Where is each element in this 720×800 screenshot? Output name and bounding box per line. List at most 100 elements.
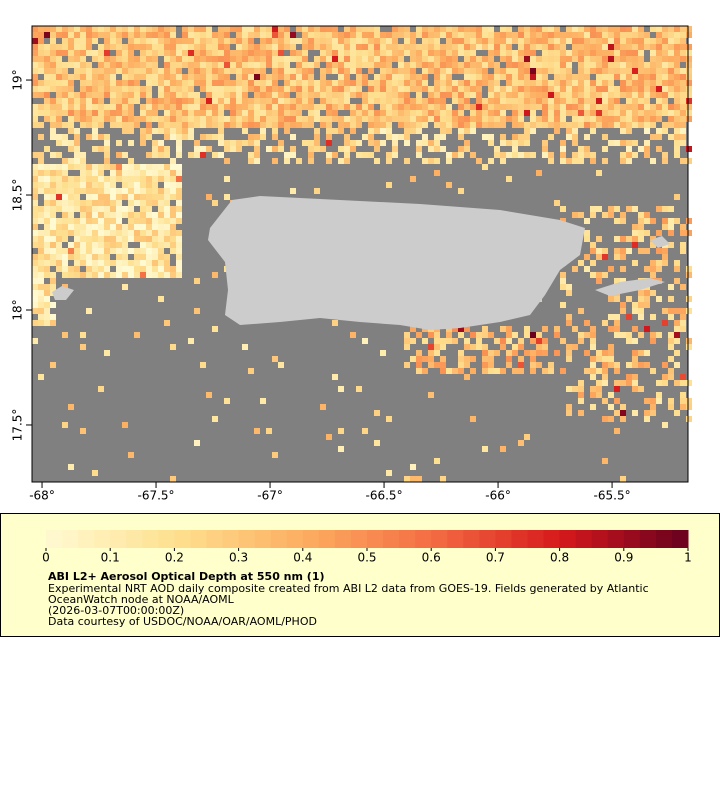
- aod-pixel: [362, 62, 368, 68]
- aod-pixel: [554, 116, 560, 122]
- aod-pixel: [224, 62, 230, 68]
- aod-pixel: [440, 362, 446, 368]
- aod-pixel: [482, 116, 488, 122]
- aod-pixel: [50, 68, 56, 74]
- aod-pixel: [98, 206, 104, 212]
- aod-pixel: [428, 68, 434, 74]
- aod-pixel: [548, 68, 554, 74]
- aod-pixel: [362, 116, 368, 122]
- aod-pixel: [218, 56, 224, 62]
- vieques: [595, 278, 665, 296]
- aod-pixel: [638, 308, 644, 314]
- aod-pixel: [146, 92, 152, 98]
- aod-pixel: [86, 32, 92, 38]
- aod-pixel: [644, 74, 650, 80]
- aod-pixel: [650, 338, 656, 344]
- aod-pixel: [506, 80, 512, 86]
- aod-pixel: [674, 104, 680, 110]
- aod-pixel: [128, 452, 134, 458]
- aod-pixel: [326, 122, 332, 128]
- aod-pixel: [296, 56, 302, 62]
- aod-pixel: [680, 314, 686, 320]
- aod-pixel: [440, 74, 446, 80]
- aod-pixel: [170, 218, 176, 224]
- aod-pixel: [146, 164, 152, 170]
- aod-pixel: [218, 92, 224, 98]
- aod-pixel: [152, 74, 158, 80]
- aod-pixel: [122, 152, 128, 158]
- aod-pixel: [458, 44, 464, 50]
- aod-pixel: [122, 260, 128, 266]
- aod-pixel: [194, 68, 200, 74]
- aod-pixel: [434, 56, 440, 62]
- aod-pixel: [440, 146, 446, 152]
- aod-pixel: [122, 44, 128, 50]
- aod-pixel: [152, 242, 158, 248]
- aod-pixel: [356, 152, 362, 158]
- aod-pixel: [278, 68, 284, 74]
- aod-pixel: [596, 38, 602, 44]
- aod-pixel: [110, 182, 116, 188]
- aod-pixel: [422, 140, 428, 146]
- aod-pixel: [620, 62, 626, 68]
- aod-pixel: [326, 134, 332, 140]
- aod-pixel: [164, 62, 170, 68]
- aod-pixel: [296, 86, 302, 92]
- culebra: [650, 236, 670, 248]
- aod-pixel: [32, 278, 38, 284]
- aod-pixel: [422, 38, 428, 44]
- aod-pixel: [146, 38, 152, 44]
- aod-pixel: [116, 68, 122, 74]
- aod-pixel: [134, 116, 140, 122]
- aod-pixel: [212, 68, 218, 74]
- aod-pixel: [590, 212, 596, 218]
- aod-pixel: [416, 32, 422, 38]
- aod-pixel: [80, 50, 86, 56]
- aod-pixel: [80, 224, 86, 230]
- aod-pixel: [542, 68, 548, 74]
- aod-pixel: [218, 68, 224, 74]
- aod-pixel: [266, 98, 272, 104]
- aod-pixel: [350, 56, 356, 62]
- aod-pixel: [518, 26, 524, 32]
- aod-pixel: [488, 98, 494, 104]
- aod-pixel: [32, 44, 38, 50]
- aod-pixel: [476, 104, 482, 110]
- aod-pixel: [590, 392, 596, 398]
- aod-pixel: [152, 272, 158, 278]
- aod-pixel: [566, 62, 572, 68]
- aod-pixel: [470, 38, 476, 44]
- aod-pixel: [158, 104, 164, 110]
- aod-pixel: [188, 98, 194, 104]
- aod-pixel: [32, 50, 38, 56]
- aod-pixel: [512, 80, 518, 86]
- aod-pixel: [236, 86, 242, 92]
- aod-pixel: [218, 140, 224, 146]
- aod-pixel: [362, 50, 368, 56]
- aod-pixel: [164, 164, 170, 170]
- aod-pixel: [614, 296, 620, 302]
- aod-pixel: [644, 110, 650, 116]
- aod-pixel: [638, 68, 644, 74]
- aod-pixel: [638, 80, 644, 86]
- aod-pixel: [488, 356, 494, 362]
- aod-pixel: [662, 374, 668, 380]
- aod-pixel: [50, 188, 56, 194]
- aod-pixel: [176, 110, 182, 116]
- aod-pixel: [662, 104, 668, 110]
- aod-pixel: [506, 86, 512, 92]
- aod-pixel: [104, 266, 110, 272]
- aod-pixel: [356, 80, 362, 86]
- aod-pixel: [434, 362, 440, 368]
- aod-pixel: [530, 152, 536, 158]
- aod-pixel: [356, 122, 362, 128]
- aod-pixel: [482, 62, 488, 68]
- aod-pixel: [236, 74, 242, 80]
- aod-pixel: [248, 98, 254, 104]
- aod-pixel: [116, 236, 122, 242]
- aod-pixel: [98, 170, 104, 176]
- aod-pixel: [536, 170, 542, 176]
- aod-pixel: [488, 368, 494, 374]
- aod-pixel: [128, 224, 134, 230]
- aod-pixel: [638, 230, 644, 236]
